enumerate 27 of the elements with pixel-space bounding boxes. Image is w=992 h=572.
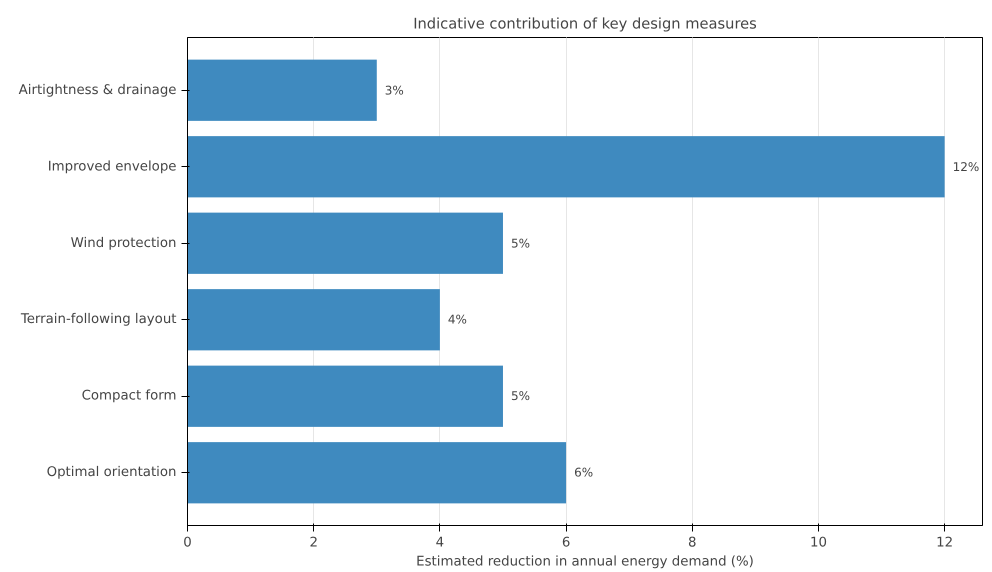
data-label: 4%: [448, 312, 467, 327]
y-tick-label: Improved envelope: [48, 159, 177, 174]
y-tick-label: Optimal orientation: [46, 465, 177, 480]
bar: [188, 442, 566, 504]
x-tick-label: 6: [562, 536, 570, 550]
bar: [188, 60, 377, 121]
data-label: 5%: [510, 389, 530, 404]
data-label: 5%: [510, 236, 530, 250]
bar: [188, 366, 503, 427]
y-tick-label: Terrain-following layout: [20, 312, 177, 328]
x-tick-label: 0: [183, 536, 192, 550]
x-tick-label: 2: [309, 536, 318, 550]
x-tick-label: 4: [436, 536, 444, 550]
y-tick-label: Wind protection: [70, 236, 177, 251]
x-axis-title: Estimated reduction in annual energy demand (%): [416, 554, 754, 570]
y-tick-label: Airtightness & drainage: [18, 82, 177, 98]
bar: [188, 289, 440, 350]
x-tick-label: 10: [810, 536, 827, 550]
chart-title: Indicative contribution of key design measures: [413, 16, 757, 32]
x-tick-label: 8: [688, 536, 697, 550]
data-label: 12%: [952, 160, 980, 174]
data-label: 3%: [384, 83, 404, 98]
bar: [188, 212, 503, 274]
y-tick-label: Compact form: [82, 388, 176, 404]
x-tick-label: 12: [936, 536, 954, 550]
data-label: 6%: [574, 466, 594, 480]
bar: [188, 136, 945, 198]
